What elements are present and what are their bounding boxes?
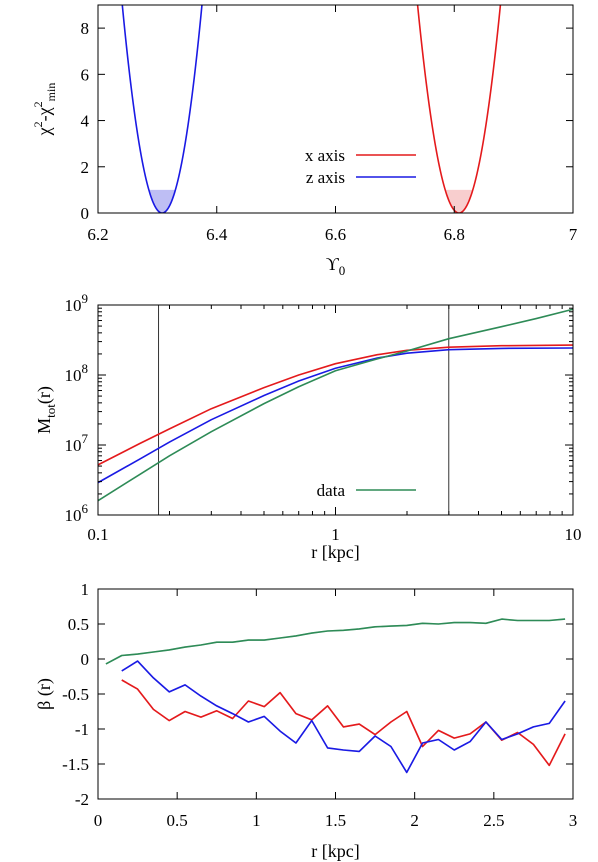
mass-legend: data [317,481,416,500]
chi2-shaded-band [445,189,473,213]
mass-x-axis-label: r [kpc] [311,542,359,562]
beta-y-tick-label: 0.5 [68,615,89,634]
legend-z-axis-label: z axis [306,168,345,187]
mass-y-axis-label: Mtot(r) [34,386,58,434]
beta-x-tick-label: 0 [94,811,103,830]
beta-x-tick-label: 3 [569,811,578,830]
beta-y-tick-label: 1 [81,580,90,599]
beta-curve-band [105,618,566,665]
beta-curve [121,679,566,767]
chi2-x-axis-label: ϒ0 [326,254,346,278]
beta-y-axis-label: β (r) [34,678,55,710]
chi2-panel: 6.2 6.4 6.6 6.8 7 0 2 4 6 8 ϒ0 χ2-χ2min x axis z … [31,4,578,278]
beta-x-axis-label: r [kpc] [311,841,359,861]
mass-curve [97,308,574,502]
legend-data-label: data [317,481,346,500]
mass-plot-frame [97,304,574,516]
chi2-x-tick-label: 6.6 [325,225,346,244]
chi2-x-tick-label: 6.2 [87,225,108,244]
mass-curve [97,347,574,484]
chi2-y-tick-label: 4 [81,112,90,131]
beta-y-tick-label: 0 [81,650,90,669]
chi2-y-tick-label: 0 [81,204,90,223]
beta-curve [121,660,566,774]
beta-x-tick-label: 1.5 [325,811,346,830]
beta-curve-band [121,679,566,767]
mass-x-tick-label: 1 [331,525,340,544]
mass-panel: 0.1 1 10 106 107 108 109 r [kpc] Mtot(r) data [34,291,582,562]
beta-plot-frame [97,588,574,800]
beta-y-tick-label: -1.5 [62,755,89,774]
chi2-y-tick-label: 8 [81,19,90,38]
mass-y-tick-label: 108 [65,361,89,385]
chi2-shaded-band [148,189,176,213]
chi2-y-axis-label: χ2-χ2min [31,83,58,137]
beta-y-tick-label: -0.5 [62,685,89,704]
beta-x-tick-label: 1 [252,811,261,830]
mass-x-tick-label: 10 [565,525,582,544]
chi2-curve [416,5,502,213]
beta-x-tick-label: 2 [410,811,419,830]
beta-x-tick-label: 0.5 [167,811,188,830]
chi2-y-tick-label: 2 [81,158,90,177]
chi2-x-tick-label: 6.4 [206,225,228,244]
chi2-legend: x axis z axis [305,146,416,187]
beta-panel: 0 0.5 1 1.5 2 2.5 3 -2 -1.5 -1 -0.5 0 0.5 1 r [kpc] β… [34,580,577,861]
chi2-plot-frame [97,4,574,214]
chi2-x-tick-label: 6.8 [444,225,465,244]
beta-y-tick-label: -1 [75,720,89,739]
legend-x-axis-label: x axis [305,146,345,165]
beta-curve-band [121,660,566,774]
mass-y-tick-label: 107 [65,431,89,455]
chi2-y-tick-label: 6 [81,65,90,84]
mass-y-tick-label: 106 [65,501,89,525]
chi2-curve [121,5,203,213]
beta-x-tick-label: 2.5 [483,811,504,830]
beta-y-tick-label: -2 [75,790,89,809]
mass-curve [97,344,574,466]
chi2-x-tick-label: 7 [569,225,578,244]
mass-x-tick-label: 0.1 [87,525,108,544]
mass-y-tick-label: 109 [65,291,89,315]
beta-curve [105,618,566,665]
